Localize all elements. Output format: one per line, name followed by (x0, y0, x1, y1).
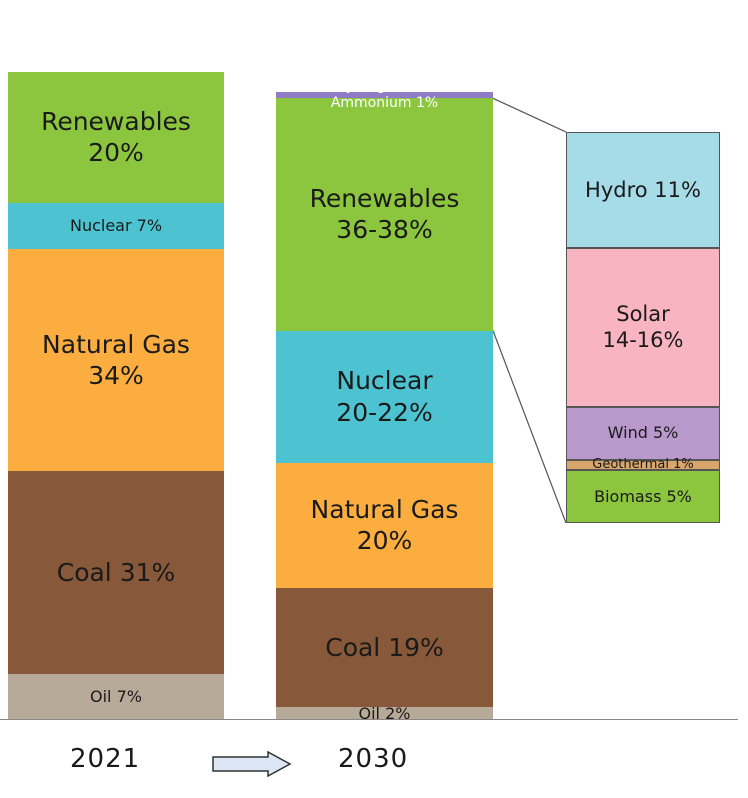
breakdown-biomass-label: Biomass 5% (594, 486, 692, 506)
breakdown-geothermal-label: Geothermal 1% (592, 456, 694, 472)
bar-2030-hydrogen-and-ammonium-label: Hydrogen and Ammonium 1% (330, 77, 439, 112)
breakdown-wind-segment: Wind 5% (566, 406, 720, 460)
bar-2021-nuclear-segment: Nuclear 7% (8, 202, 224, 249)
bar-2030-oil-label: Oil 2% (358, 703, 411, 723)
breakdown-hydro-label: Hydro 11% (585, 177, 701, 202)
bar-2030-coal-label: Coal 19% (325, 633, 444, 663)
breakdown-wind-label: Wind 5% (607, 423, 679, 443)
breakdown-biomass-segment: Biomass 5% (566, 470, 720, 523)
bar-2030-renewables-label: Renewables 36-38% (309, 184, 460, 245)
breakdown-solar-label: Solar 14-16% (602, 302, 684, 353)
connector-top-line (492, 97, 567, 133)
bar-2030-natural-gas-segment: Natural Gas 20% (276, 462, 493, 589)
breakdown-hydro-segment: Hydro 11% (566, 132, 720, 249)
bar-2021-renewables-segment: Renewables 20% (8, 72, 224, 203)
bar-2021-oil-segment: Oil 7% (8, 674, 224, 720)
baseline (0, 719, 738, 720)
bar-2021-natural-gas-label: Natural Gas 34% (42, 329, 190, 390)
breakdown-geothermal-segment: Geothermal 1% (566, 456, 720, 472)
bar-2021-coal-label: Coal 31% (56, 558, 176, 588)
bar-2021-oil-label: Oil 7% (90, 687, 142, 707)
arrow-right-icon (212, 751, 292, 777)
bar-2021-nuclear-label: Nuclear 7% (69, 215, 163, 235)
breakdown-solar-segment: Solar 14-16% (566, 248, 720, 407)
bar-2030-nuclear-label: Nuclear 20-22% (336, 366, 433, 427)
bar-2030-oil-segment: Oil 2% (276, 704, 493, 723)
connector-bottom-line (492, 330, 567, 524)
year-label-2021: 2021 (70, 744, 141, 774)
bar-2030-renewables-segment: Renewables 36-38% (276, 98, 493, 331)
bar-2030-natural-gas-label: Natural Gas 20% (310, 495, 459, 556)
year-label-2030: 2030 (338, 744, 409, 774)
bar-2021-coal-segment: Coal 31% (8, 471, 224, 675)
bar-2030-nuclear-segment: Nuclear 20-22% (276, 330, 493, 463)
bar-2030-coal-segment: Coal 19% (276, 588, 493, 708)
bar-2021-renewables-label: Renewables 20% (41, 107, 191, 168)
bar-2021-natural-gas-segment: Natural Gas 34% (8, 248, 224, 472)
bar-2030-hydrogen-and-ammonium-segment: Hydrogen and Ammonium 1% (276, 78, 493, 111)
